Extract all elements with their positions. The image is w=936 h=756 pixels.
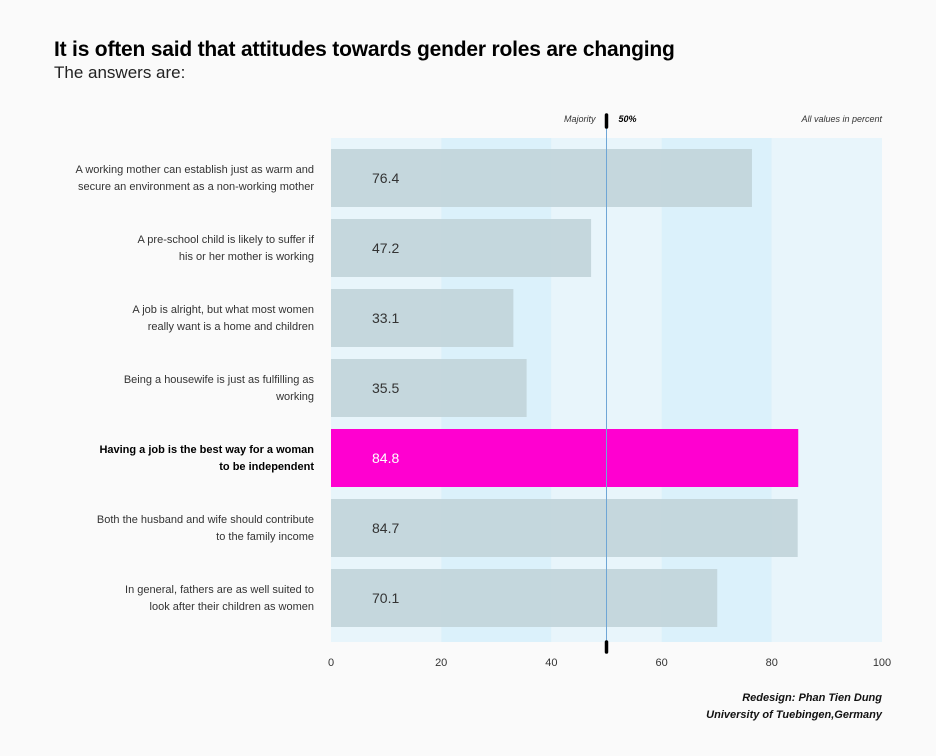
bar: [331, 429, 799, 487]
x-tick-label: 100: [873, 657, 891, 669]
bar: [331, 359, 527, 417]
bar-value-label: 70.1: [372, 590, 399, 606]
category-label: secure an environment as a non-working m…: [78, 181, 314, 193]
x-tick-label: 0: [328, 657, 334, 669]
bar: [331, 569, 718, 627]
bar-value-label: 84.8: [372, 450, 399, 466]
bar: [331, 289, 514, 347]
x-tick-label: 40: [545, 657, 557, 669]
category-label: Both the husband and wife should contrib…: [97, 514, 314, 526]
bar-value-label: 33.1: [372, 310, 399, 326]
category-label: working: [275, 391, 314, 403]
category-label: A job is alright, but what most women: [132, 304, 314, 316]
units-annotation: All values in percent: [800, 114, 882, 124]
credit-line-affiliation: University of Tuebingen,Germany: [706, 709, 882, 721]
bar: [331, 149, 752, 207]
x-tick-label: 20: [435, 657, 447, 669]
bar: [331, 219, 592, 277]
background-band: [661, 138, 772, 642]
credit-line-author: Redesign: Phan Tien Dung: [742, 692, 882, 704]
bar-value-label: 76.4: [372, 170, 399, 186]
category-label: A pre-school child is likely to suffer i…: [138, 234, 315, 246]
bar-value-label: 47.2: [372, 240, 399, 256]
x-tick-label: 60: [655, 657, 667, 669]
category-label: really want is a home and children: [148, 321, 314, 333]
category-label: look after their children as women: [150, 601, 314, 613]
category-label: A working mother can establish just as w…: [76, 164, 314, 176]
category-label: Having a job is the best way for a woman: [99, 444, 314, 456]
category-label: his or her mother is working: [179, 251, 314, 263]
category-label: In general, fathers are as well suited t…: [125, 584, 314, 596]
background-band: [771, 138, 882, 642]
majority-annotation: Majority: [564, 114, 596, 124]
category-label: to the family income: [216, 531, 314, 543]
bar-value-label: 84.7: [372, 520, 399, 536]
category-label: Being a housewife is just as fulfilling …: [124, 374, 315, 386]
x-tick-label: 80: [766, 657, 778, 669]
fifty-percent-annotation: 50%: [619, 114, 637, 124]
chart-title: It is often said that attitudes towards …: [54, 38, 675, 61]
bar-chart: 76.4 A working mother can establish just …: [76, 113, 891, 669]
chart-subtitle: The answers are:: [54, 63, 186, 82]
category-label: to be independent: [219, 461, 314, 473]
bar: [331, 499, 798, 557]
credit-block: Redesign: Phan Tien Dung University of T…: [706, 690, 882, 724]
bar-value-label: 35.5: [372, 380, 399, 396]
